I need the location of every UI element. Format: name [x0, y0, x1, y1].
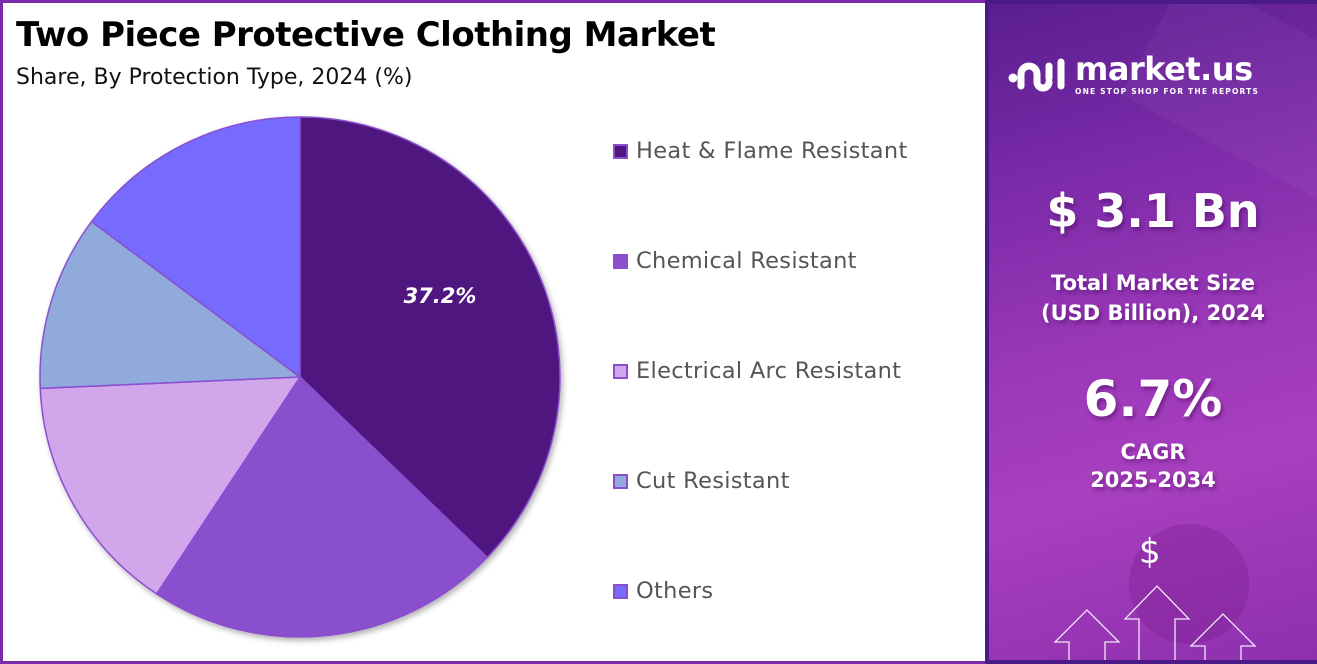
- pie-slice-chemical: [155, 375, 489, 638]
- legend-item-cut: Cut Resistant: [613, 468, 790, 494]
- chart-title: Two Piece Protective Clothing Market: [16, 15, 716, 55]
- pie-slice-electrical-arc: [39, 376, 302, 595]
- cagr-label: CAGR 2025-2034: [989, 438, 1317, 494]
- legend-label: Electrical Arc Resistant: [636, 358, 902, 384]
- market-size-label-line2: (USD Billion), 2024: [1040, 301, 1266, 325]
- legend-label: Others: [636, 578, 714, 604]
- legend-swatch-icon: [613, 583, 628, 599]
- legend-swatch-icon: [613, 363, 628, 379]
- market-size-label: Total Market Size (USD Billion), 2024: [989, 268, 1317, 328]
- market-size-value: $ 3.1 Bn: [1046, 184, 1260, 238]
- logo-icon: [1008, 58, 1065, 92]
- market-us-logo: market.us ONE STOP SHOP FOR THE REPORTS: [1007, 52, 1259, 98]
- legend-item-others: Others: [613, 578, 713, 604]
- logo-name: market.us: [1075, 50, 1253, 88]
- legend-swatch-icon: [613, 253, 628, 269]
- legend-label: Heat & Flame Resistant: [636, 138, 908, 164]
- pie-slice-others: [90, 116, 301, 379]
- legend-label: Cut Resistant: [636, 468, 790, 494]
- cagr-label-line2: 2025-2034: [1090, 468, 1216, 492]
- pie-slice-cut: [39, 220, 303, 390]
- cagr-label-line1: CAGR: [1120, 440, 1186, 464]
- pie-chart: 37.2%: [39, 116, 561, 638]
- pie-slice-heat-flame: [299, 116, 561, 559]
- chart-panel: Two Piece Protective Clothing Market Sha…: [3, 3, 985, 661]
- slice-label-heat-flame: 37.2%: [404, 284, 477, 308]
- logo-tagline: ONE STOP SHOP FOR THE REPORTS: [1075, 87, 1260, 96]
- legend-swatch-icon: [613, 143, 628, 159]
- legend-swatch-icon: [613, 473, 628, 489]
- legend-item-electrical-arc: Electrical Arc Resistant: [613, 358, 901, 384]
- market-size-label-line1: Total Market Size: [1051, 271, 1255, 295]
- cagr-value: 6.7%: [1083, 370, 1223, 428]
- legend-label: Chemical Resistant: [636, 248, 857, 274]
- dollar-icon: $: [1139, 532, 1161, 572]
- growth-arrows-icon: [1053, 585, 1257, 660]
- background-decoration: [1129, 524, 1249, 644]
- chart-subtitle: Share, By Protection Type, 2024 (%): [16, 65, 413, 90]
- legend-item-heat-flame: Heat & Flame Resistant: [613, 138, 908, 164]
- summary-sidebar: market.us ONE STOP SHOP FOR THE REPORTS …: [985, 0, 1317, 664]
- legend-item-chemical: Chemical Resistant: [613, 248, 857, 274]
